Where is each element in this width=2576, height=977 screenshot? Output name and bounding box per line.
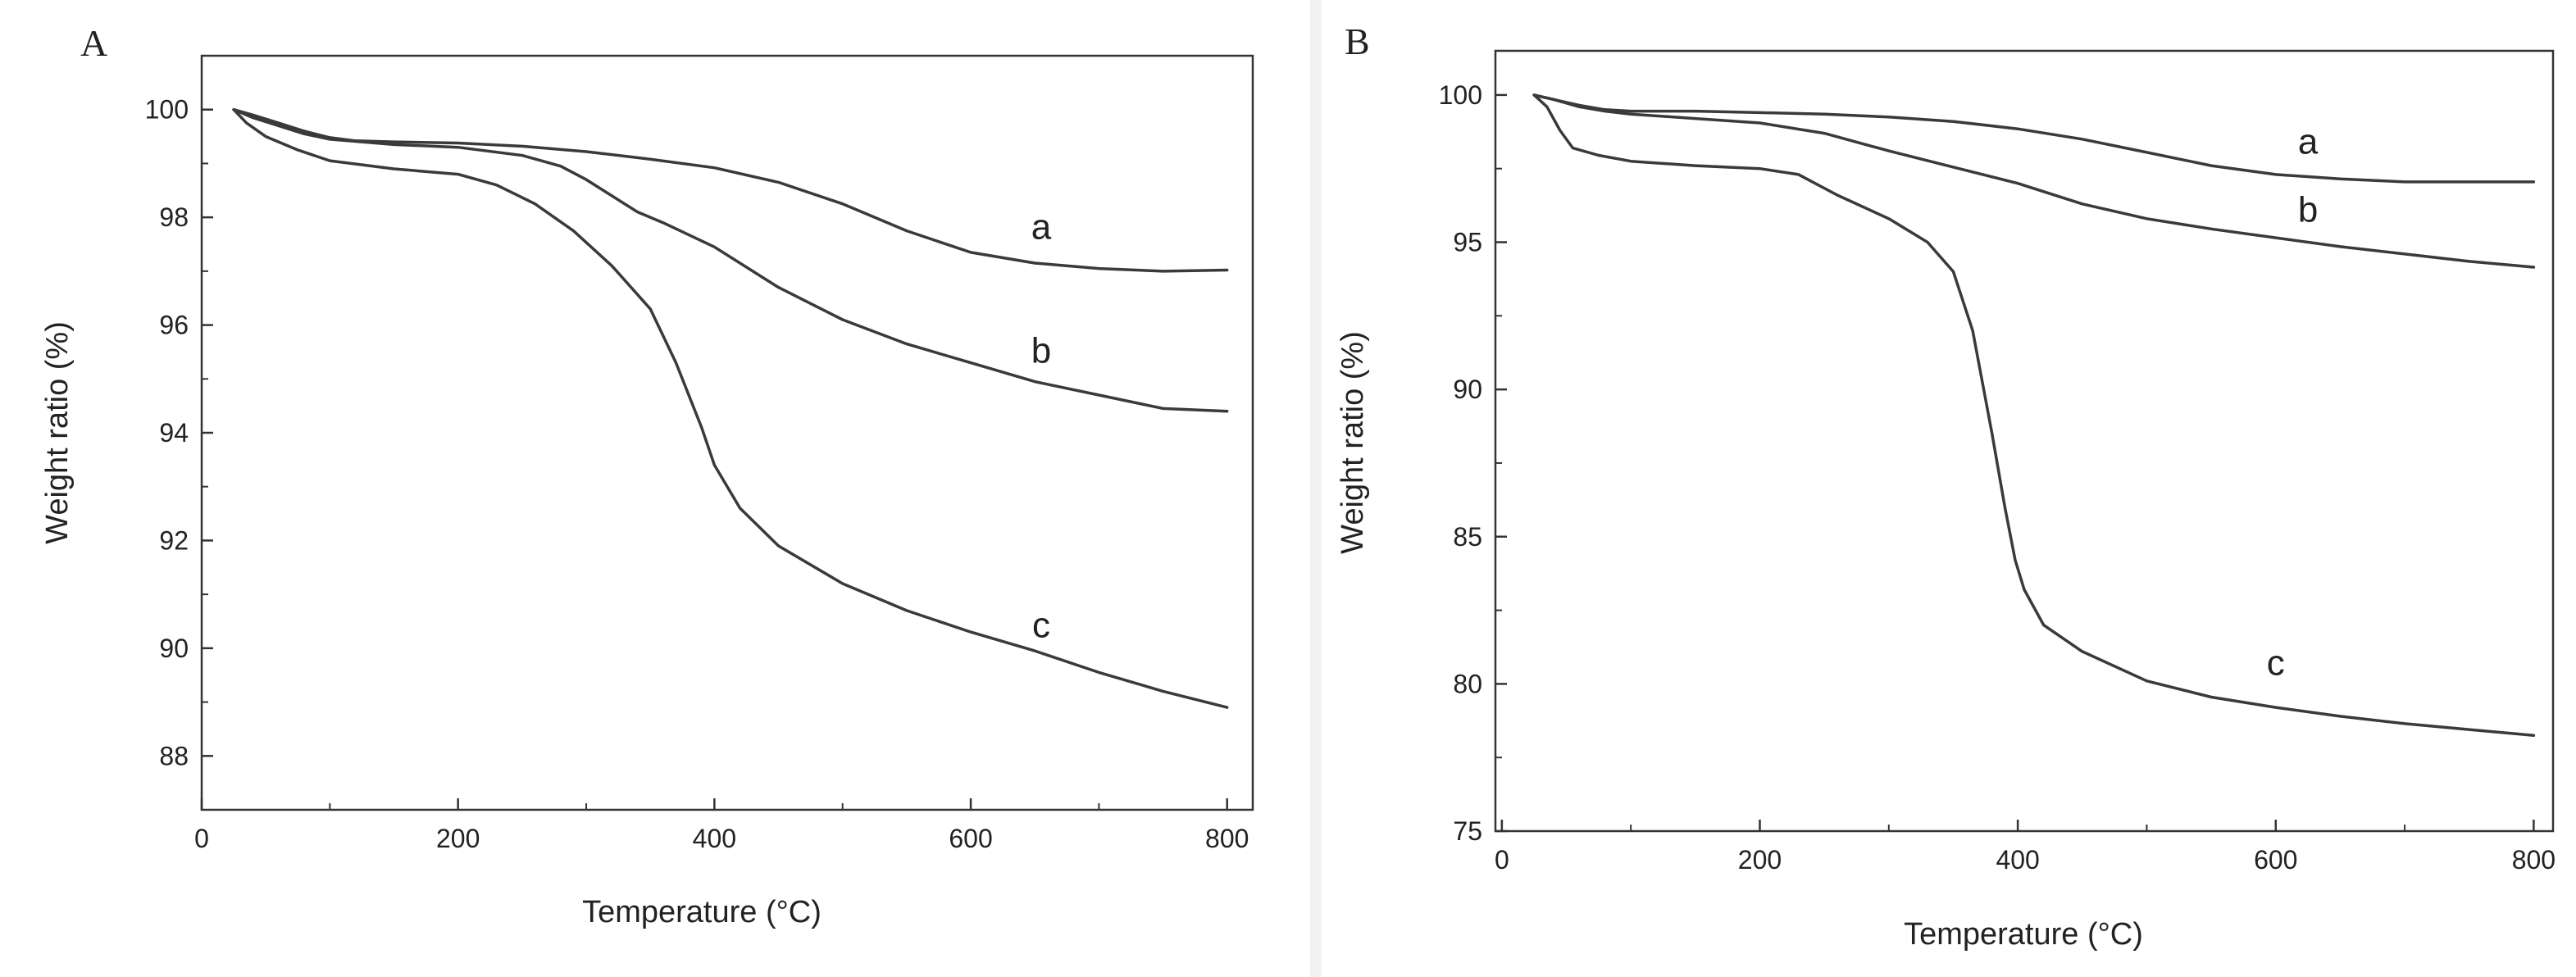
y-tick-label: 75 [1453, 816, 1482, 846]
y-axis-label: Weight ratio (%) [40, 321, 75, 544]
panel-divider [1310, 0, 1322, 977]
x-tick-label: 400 [693, 824, 736, 853]
series-line-c [1532, 93, 2536, 737]
x-tick-label: 800 [2512, 845, 2556, 875]
series-line-a [232, 107, 1229, 273]
x-tick-label: 600 [949, 824, 992, 853]
x-axis-label: Temperature (°C) [1904, 917, 2143, 952]
y-tick-label: 94 [159, 418, 189, 448]
y-axis-label: Weight ratio (%) [1336, 331, 1370, 554]
series-label-a: a [2298, 122, 2319, 162]
y-tick-label: 98 [159, 202, 189, 232]
series-label-c: c [2267, 643, 2285, 684]
x-tick-label: 0 [194, 824, 209, 853]
y-tick-label: 80 [1453, 669, 1482, 698]
series-label-c: c [1032, 606, 1050, 646]
y-tick-label: 100 [145, 95, 189, 125]
y-tick-label: 96 [159, 311, 189, 340]
x-tick-label: 200 [436, 824, 480, 853]
x-tick-label: 400 [1996, 845, 2039, 875]
y-tick-label: 90 [159, 634, 189, 663]
y-tick-label: 100 [1439, 80, 1482, 110]
series-line-b [232, 107, 1229, 413]
panel-letter-b: B [1345, 20, 1370, 62]
x-tick-label: 200 [1738, 845, 1782, 875]
y-tick-label: 95 [1453, 228, 1482, 257]
x-tick-label: 600 [2254, 845, 2297, 875]
y-tick-label: 85 [1453, 522, 1482, 552]
y-tick-label: 92 [159, 525, 189, 555]
series-line-b [1532, 93, 2536, 269]
x-axis-label: Temperature (°C) [582, 895, 821, 929]
x-tick-label: 800 [1205, 824, 1249, 853]
series-line-a [1532, 93, 2536, 184]
y-tick-label: 88 [159, 741, 189, 770]
plot-frame [200, 54, 1254, 811]
panel-letter-a: A [80, 22, 107, 64]
chart-panel-b: B 0 200 400 600 800 75 80 85 90 95 100 ab c Tempera… [1336, 20, 2556, 952]
series-label-b: b [2298, 189, 2318, 229]
y-tick-label: 90 [1453, 375, 1482, 404]
series-line-c [232, 107, 1229, 709]
plot-frame [1494, 49, 2555, 833]
series-label-b: b [1031, 331, 1051, 371]
series-label-a: a [1031, 207, 1052, 247]
chart-panel-a: A 0 200 400 600 800 88 90 92 94 96 98 100 a b c Tempe… [40, 22, 1254, 929]
x-tick-label: 0 [1495, 845, 1509, 875]
